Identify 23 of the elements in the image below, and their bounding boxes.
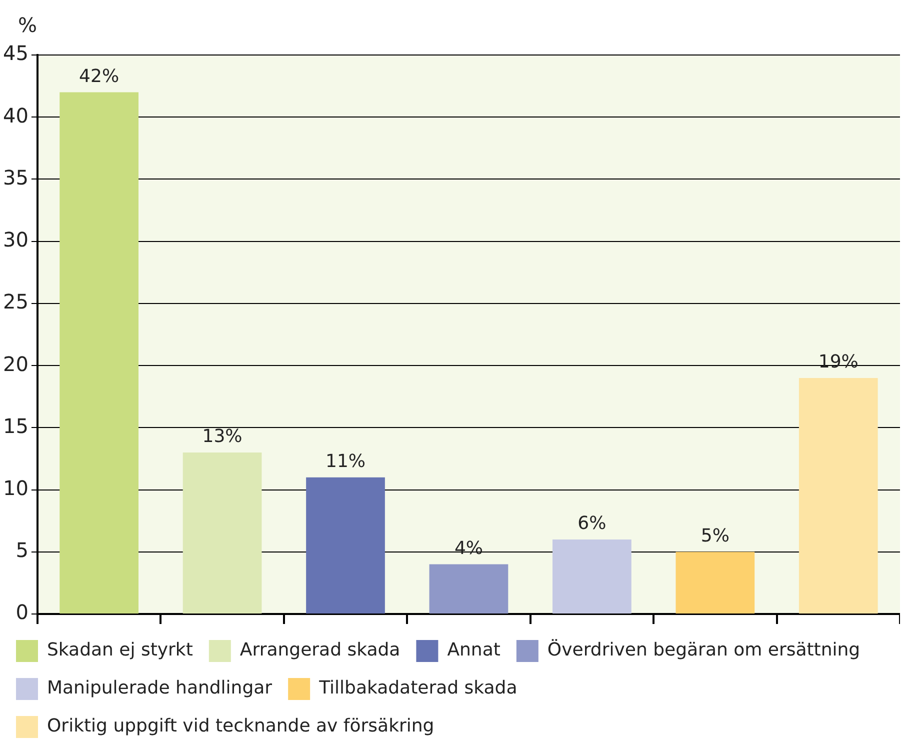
y-tick-label: 40: [2, 103, 28, 128]
y-tick-label: 10: [2, 476, 28, 500]
y-tick-label: 20: [2, 352, 28, 376]
legend-label: Manipulerade handlingar: [47, 678, 273, 699]
y-tick-label: 5: [16, 538, 28, 562]
y-axis-title: %: [18, 13, 38, 38]
legend-label: Tillbakadaterad skada: [318, 678, 518, 699]
y-tick-label: 15: [2, 414, 28, 438]
legend-label: Oriktig uppgift vid tecknande av försäkring: [47, 716, 434, 737]
data-label: 5%: [700, 526, 730, 547]
data-label: 6%: [578, 513, 606, 534]
legend-label: Annat: [447, 640, 500, 661]
legend-label: Skadan ej styrkt: [47, 640, 193, 661]
data-label: 11%: [325, 451, 366, 472]
y-tick-label: 25: [2, 290, 28, 314]
y-tick-label: 0: [16, 600, 28, 624]
data-label: 42%: [79, 66, 120, 87]
y-tick-label: 30: [2, 228, 28, 252]
y-tick-label: 45: [2, 41, 28, 66]
data-label: 13%: [202, 426, 242, 448]
legend-label: Arrangerad skada: [240, 640, 400, 661]
y-tick-label: 35: [2, 165, 28, 190]
legend-label: Överdriven begäran om ersättning: [547, 638, 860, 661]
